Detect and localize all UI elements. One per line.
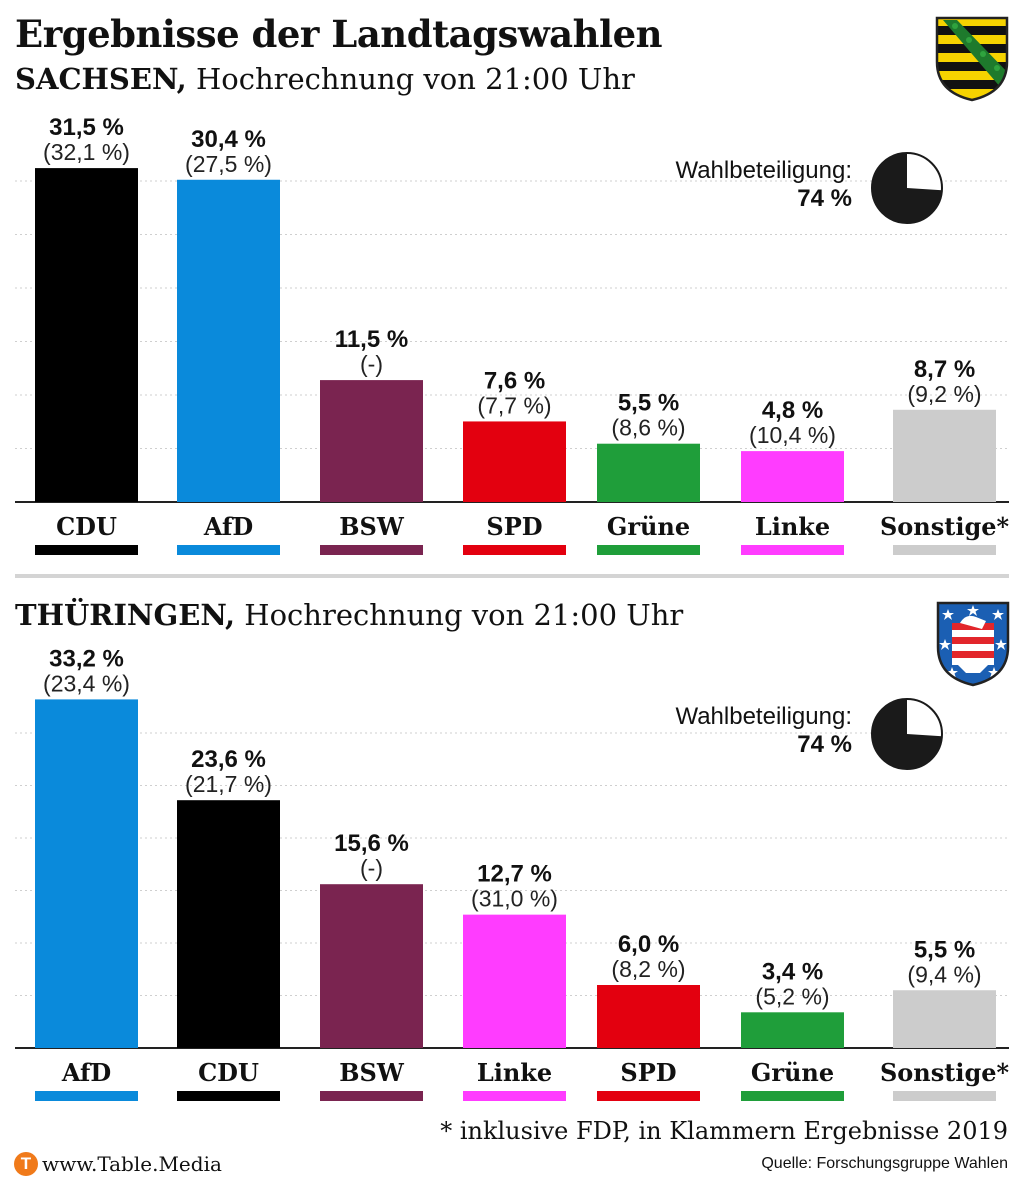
thueringen-bar-6 (893, 990, 996, 1048)
sachsen-legend-swatch-2 (320, 545, 423, 555)
thueringen-legend-swatch-3 (463, 1091, 566, 1101)
sachsen-coat-of-arms-icon (935, 16, 1009, 102)
thueringen-legend-swatch-6 (893, 1091, 996, 1101)
sachsen-previous-label: (10,4 %) (749, 422, 836, 448)
thueringen-subtitle-text: Hochrechnung von 21:00 Uhr (235, 598, 684, 632)
sachsen-previous-label: (-) (360, 351, 383, 377)
sachsen-legend-swatch-4 (597, 545, 700, 555)
thueringen-subtitle: THÜRINGEN, Hochrechnung von 21:00 Uhr (15, 598, 683, 632)
thueringen-legend-swatch-1 (177, 1091, 280, 1101)
thueringen-legend-swatch-0 (35, 1091, 138, 1101)
sachsen-value-label: 30,4 % (191, 126, 266, 153)
sachsen-legend-swatch-1 (177, 545, 280, 555)
thueringen-previous-label: (9,4 %) (907, 961, 981, 987)
source-url: www.Table.Media (42, 1152, 222, 1176)
thueringen-value-label: 5,5 % (914, 936, 975, 963)
sachsen-category-label: CDU (56, 512, 117, 541)
thueringen-category-label: BSW (339, 1058, 405, 1087)
thueringen-legend-swatch-2 (320, 1091, 423, 1101)
thueringen-bar-5 (741, 1012, 844, 1048)
table-media-logo-icon: T (14, 1152, 38, 1176)
sachsen-category-label: Grüne (607, 512, 690, 541)
sachsen-turnout-pie-slice (872, 153, 942, 223)
thueringen-previous-label: (31,0 %) (471, 886, 558, 912)
thueringen-bar-0 (35, 699, 138, 1048)
thueringen-previous-label: (23,4 %) (43, 670, 130, 696)
sachsen-value-label: 8,7 % (914, 356, 975, 383)
sachsen-value-label: 11,5 % (335, 326, 408, 353)
thueringen-turnout-value: 74 % (797, 731, 852, 758)
thueringen-value-label: 15,6 % (334, 830, 409, 857)
sachsen-bar-5 (741, 451, 844, 502)
thueringen-category-label: Sonstige* (880, 1058, 1010, 1087)
sachsen-legend-swatch-3 (463, 545, 566, 555)
sachsen-value-label: 4,8 % (762, 397, 823, 424)
thueringen-value-label: 33,2 % (49, 645, 124, 672)
thueringen-turnout-label: Wahlbeteiligung: (675, 703, 852, 730)
thueringen-previous-label: (21,7 %) (185, 771, 272, 797)
sachsen-bar-6 (893, 409, 996, 502)
sachsen-previous-label: (7,7 %) (477, 392, 551, 418)
thueringen-value-label: 12,7 % (477, 861, 552, 888)
sachsen-bar-1 (177, 179, 280, 502)
thueringen-category-label: Linke (477, 1058, 552, 1087)
sachsen-category-label: AfD (203, 512, 253, 541)
sachsen-previous-label: (32,1 %) (43, 139, 130, 165)
sachsen-category-label: SPD (486, 512, 542, 541)
thueringen-category-label: CDU (198, 1058, 259, 1087)
thueringen-category-label: SPD (620, 1058, 676, 1087)
page-title: Ergebnisse der Landtagswahlen (15, 12, 663, 56)
thueringen-legend-swatch-4 (597, 1091, 700, 1101)
thueringen-bar-3 (463, 914, 566, 1048)
sachsen-subtitle-text: Hochrechnung von 21:00 Uhr (186, 62, 635, 96)
thueringen-turnout-pie-slice (872, 699, 942, 769)
sachsen-bar-4 (597, 443, 700, 502)
thueringen-value-label: 23,6 % (191, 746, 266, 773)
sachsen-category-label: Sonstige* (880, 512, 1010, 541)
thueringen-legend-swatch-5 (741, 1091, 844, 1101)
thueringen-category-label: Grüne (751, 1058, 834, 1087)
thueringen-previous-label: (5,2 %) (755, 983, 829, 1009)
sachsen-turnout-value: 74 % (797, 185, 852, 212)
sachsen-bar-0 (35, 168, 138, 502)
source-credit: Quelle: Forschungsgruppe Wahlen (761, 1155, 1008, 1172)
sachsen-subtitle: SACHSEN, Hochrechnung von 21:00 Uhr (15, 62, 635, 96)
sachsen-previous-label: (8,6 %) (611, 415, 685, 441)
sachsen-value-label: 5,5 % (618, 390, 679, 417)
thueringen-bar-chart: 33,2 %(23,4 %) AfD 23,6 %(21,7 %) CDU 15,6 %… (15, 645, 1010, 1101)
thueringen-value-label: 3,4 % (762, 958, 823, 985)
thueringen-bar-4 (597, 985, 700, 1048)
sachsen-bar-chart: 31,5 %(32,1 %) CDU 30,4 %(27,5 %) AfD 11,5 %… (15, 114, 1010, 555)
sachsen-previous-label: (9,2 %) (907, 381, 981, 407)
sachsen-legend-swatch-0 (35, 545, 138, 555)
thueringen-bar-2 (320, 884, 423, 1048)
thueringen-bar-1 (177, 800, 280, 1048)
thueringen-region-label: THÜRINGEN, (15, 598, 236, 632)
thueringen-previous-label: (8,2 %) (611, 956, 685, 982)
sachsen-legend-swatch-5 (741, 545, 844, 555)
thueringen-previous-label: (-) (360, 855, 383, 881)
sachsen-legend-swatch-6 (893, 545, 996, 555)
sachsen-category-label: Linke (755, 512, 830, 541)
thueringen-coat-of-arms-icon (936, 601, 1010, 687)
sachsen-bar-2 (320, 380, 423, 502)
sachsen-previous-label: (27,5 %) (185, 151, 272, 177)
sachsen-value-label: 31,5 % (49, 114, 124, 141)
thueringen-category-label: AfD (61, 1058, 111, 1087)
sachsen-region-label: SACHSEN, (15, 62, 187, 96)
sachsen-category-label: BSW (339, 512, 405, 541)
sachsen-bar-3 (463, 421, 566, 502)
sachsen-value-label: 7,6 % (484, 367, 545, 394)
thueringen-value-label: 6,0 % (618, 931, 679, 958)
footnote: * inklusive FDP, in Klammern Ergebnisse … (440, 1117, 1008, 1145)
sachsen-turnout-label: Wahlbeteiligung: (675, 157, 852, 184)
section-divider (15, 574, 1009, 578)
